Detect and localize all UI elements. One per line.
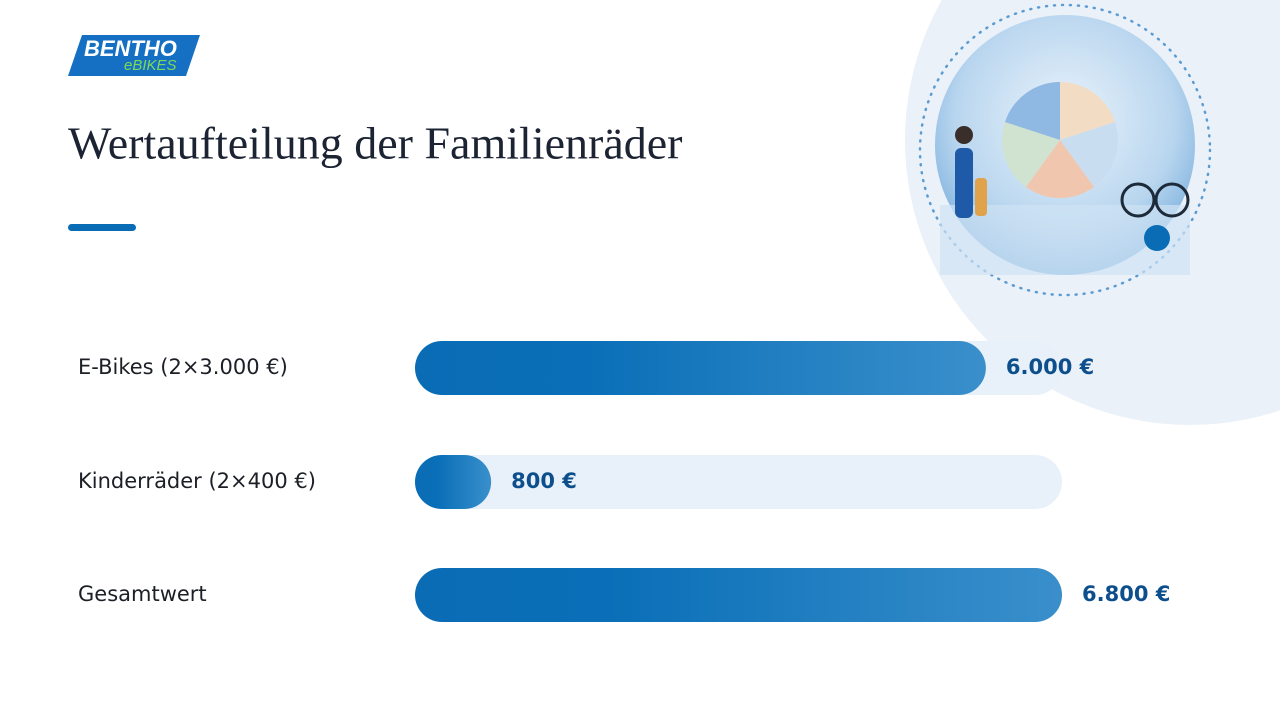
category-label: Kinderräder (2×400 €): [78, 469, 316, 493]
bar-track: [415, 455, 1062, 509]
bar: [415, 455, 492, 509]
illustration: [935, 15, 1195, 275]
value-label: 800 €: [511, 469, 577, 493]
chart-title: Wertaufteilung der Familienräder: [68, 118, 683, 169]
value-label: 6.800 €: [1082, 582, 1170, 606]
title-underline: [68, 224, 136, 231]
bar: [415, 341, 986, 395]
bar: [415, 568, 1062, 622]
category-label: Gesamtwert: [78, 582, 207, 606]
logo-name: BENTHO: [84, 36, 177, 61]
chart: E-Bikes (2×3.000 €) 6.000 € Kinderräder (2…: [78, 341, 1170, 622]
logo: BENTHO eBIKES: [68, 35, 200, 76]
category-label: E-Bikes (2×3.000 €): [78, 355, 288, 379]
value-label: 6.000 €: [1006, 355, 1094, 379]
logo-tagline: eBIKES: [124, 57, 177, 74]
dotted-ring: [918, 3, 1212, 297]
